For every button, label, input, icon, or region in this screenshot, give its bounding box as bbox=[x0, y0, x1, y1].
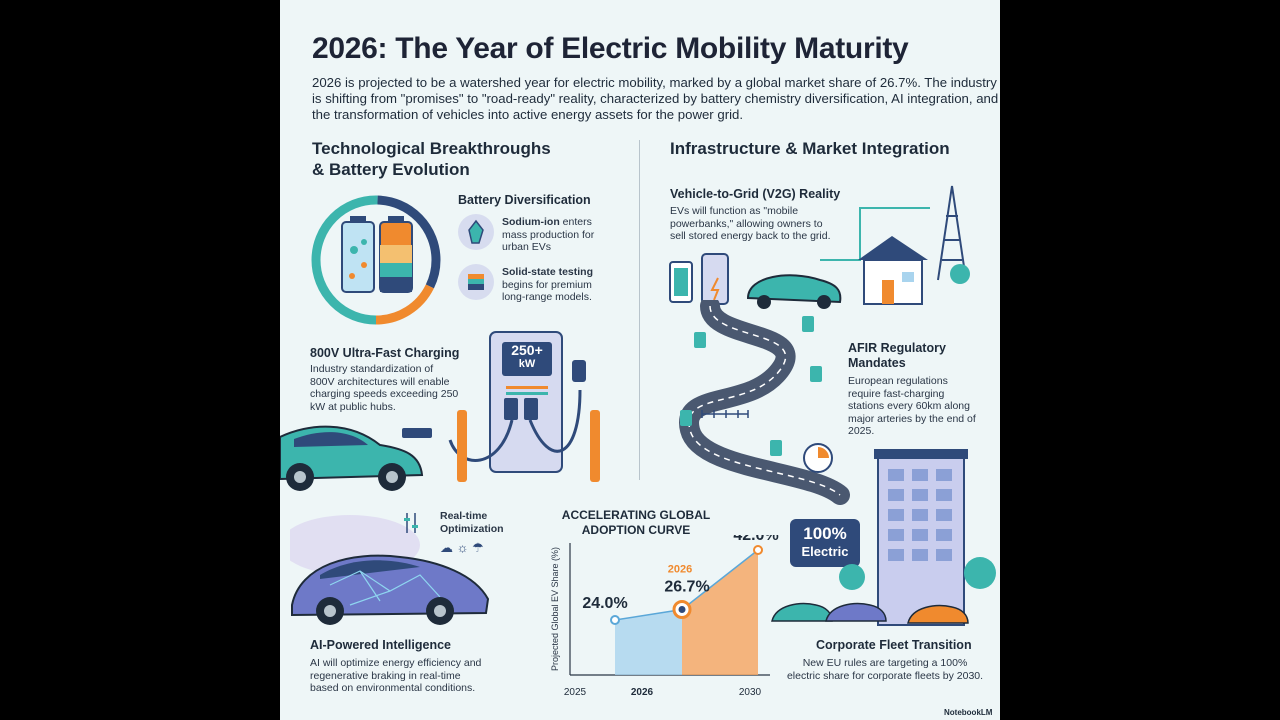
layers-icon bbox=[458, 264, 494, 300]
left-section-heading: Technological Breakthroughs & Battery Ev… bbox=[312, 138, 551, 180]
badge-percent: 100% bbox=[803, 524, 847, 543]
left-heading-line1: Technological Breakthroughs bbox=[312, 139, 551, 158]
chart-y-label: Projected Global EV Share (%) bbox=[550, 547, 560, 671]
v2g-text: EVs will function as "mobile powerbanks,… bbox=[670, 205, 831, 242]
chart-title: ACCELERATING GLOBAL ADOPTION CURVE bbox=[546, 508, 726, 538]
realtime-label: Real-time Optimization bbox=[440, 510, 504, 535]
realtime-line2: Optimization bbox=[440, 522, 504, 535]
tick-2026: 2026 bbox=[631, 687, 654, 698]
sodium-ion-text: Sodium-ion enters mass production for ur… bbox=[502, 216, 595, 253]
area-past bbox=[615, 609, 682, 675]
charger-power: 250+ bbox=[511, 342, 543, 358]
intro-text: 2026 is projected to be a watershed year… bbox=[312, 75, 999, 122]
section-divider bbox=[639, 140, 640, 480]
sliders-icon bbox=[404, 512, 418, 534]
charging-title: 800V Ultra-Fast Charging bbox=[310, 346, 460, 360]
area-future bbox=[682, 550, 758, 675]
battery-title: Battery Diversification bbox=[458, 193, 591, 207]
afir-text: European regulations require fast-chargi… bbox=[848, 375, 976, 437]
page-title: 2026: The Year of Electric Mobility Matu… bbox=[312, 32, 909, 65]
tick-2030: 2030 bbox=[739, 687, 762, 698]
solid-state-text: Solid-state testing begins for premium l… bbox=[502, 266, 594, 303]
realtime-line1: Real-time bbox=[440, 510, 488, 522]
teal-car-illustration bbox=[280, 425, 424, 491]
tick-2025: 2025 bbox=[564, 687, 587, 698]
highlight-label-2026: 2026 bbox=[668, 564, 692, 576]
watermark: NotebookLM bbox=[944, 708, 993, 717]
value-label-2026: 26.7% bbox=[664, 579, 709, 596]
weather-icons: ☁ ☼ ☂ bbox=[440, 540, 484, 555]
chart-title-line2: ADOPTION CURVE bbox=[581, 523, 691, 537]
adoption-chart: 24.0% 26.7% 2026 42.0% 2025 2026 2030 Projected… bbox=[550, 535, 779, 698]
charging-text: Industry standardization of 800V archite… bbox=[310, 363, 459, 413]
afir-title-line1: AFIR Regulatory bbox=[848, 341, 946, 355]
fleet-title: Corporate Fleet Transition bbox=[816, 638, 972, 652]
afir-title: AFIR Regulatory Mandates bbox=[848, 341, 946, 371]
point-2026-center bbox=[678, 606, 686, 613]
point-2030 bbox=[753, 545, 763, 555]
charging-station-illustration bbox=[448, 331, 600, 482]
chart-title-line1: ACCELERATING GLOBAL bbox=[561, 508, 711, 522]
value-label-2025: 24.0% bbox=[582, 595, 627, 612]
afir-title-line2: Mandates bbox=[848, 356, 906, 370]
v2g-title: Vehicle-to-Grid (V2G) Reality bbox=[670, 187, 841, 201]
right-section-heading: Infrastructure & Market Integration bbox=[670, 139, 950, 158]
charging-plug bbox=[402, 428, 432, 438]
ai-car-illustration bbox=[290, 515, 490, 625]
infographic-panel: 2026: The Year of Electric Mobility Matu… bbox=[280, 0, 1000, 720]
point-2025 bbox=[610, 615, 620, 625]
electric-badge: 100% Electric bbox=[790, 524, 860, 560]
ai-title: AI-Powered Intelligence bbox=[310, 638, 452, 652]
badge-electric: Electric bbox=[801, 544, 849, 559]
charger-screen: 250+ kW bbox=[502, 342, 552, 370]
fleet-text: New EU rules are targeting a 100% electr… bbox=[786, 657, 984, 682]
road-illustration bbox=[679, 300, 850, 505]
battery-ring-illustration bbox=[311, 195, 441, 325]
charger-unit: kW bbox=[518, 358, 536, 370]
crystal-icon bbox=[458, 214, 494, 250]
ai-text: AI will optimize energy efficiency and r… bbox=[310, 657, 482, 694]
v2g-illustration bbox=[669, 185, 970, 309]
left-heading-line2: & Battery Evolution bbox=[312, 160, 470, 179]
fleet-illustration bbox=[771, 449, 996, 626]
value-label-2030: 42.0% bbox=[733, 535, 778, 544]
